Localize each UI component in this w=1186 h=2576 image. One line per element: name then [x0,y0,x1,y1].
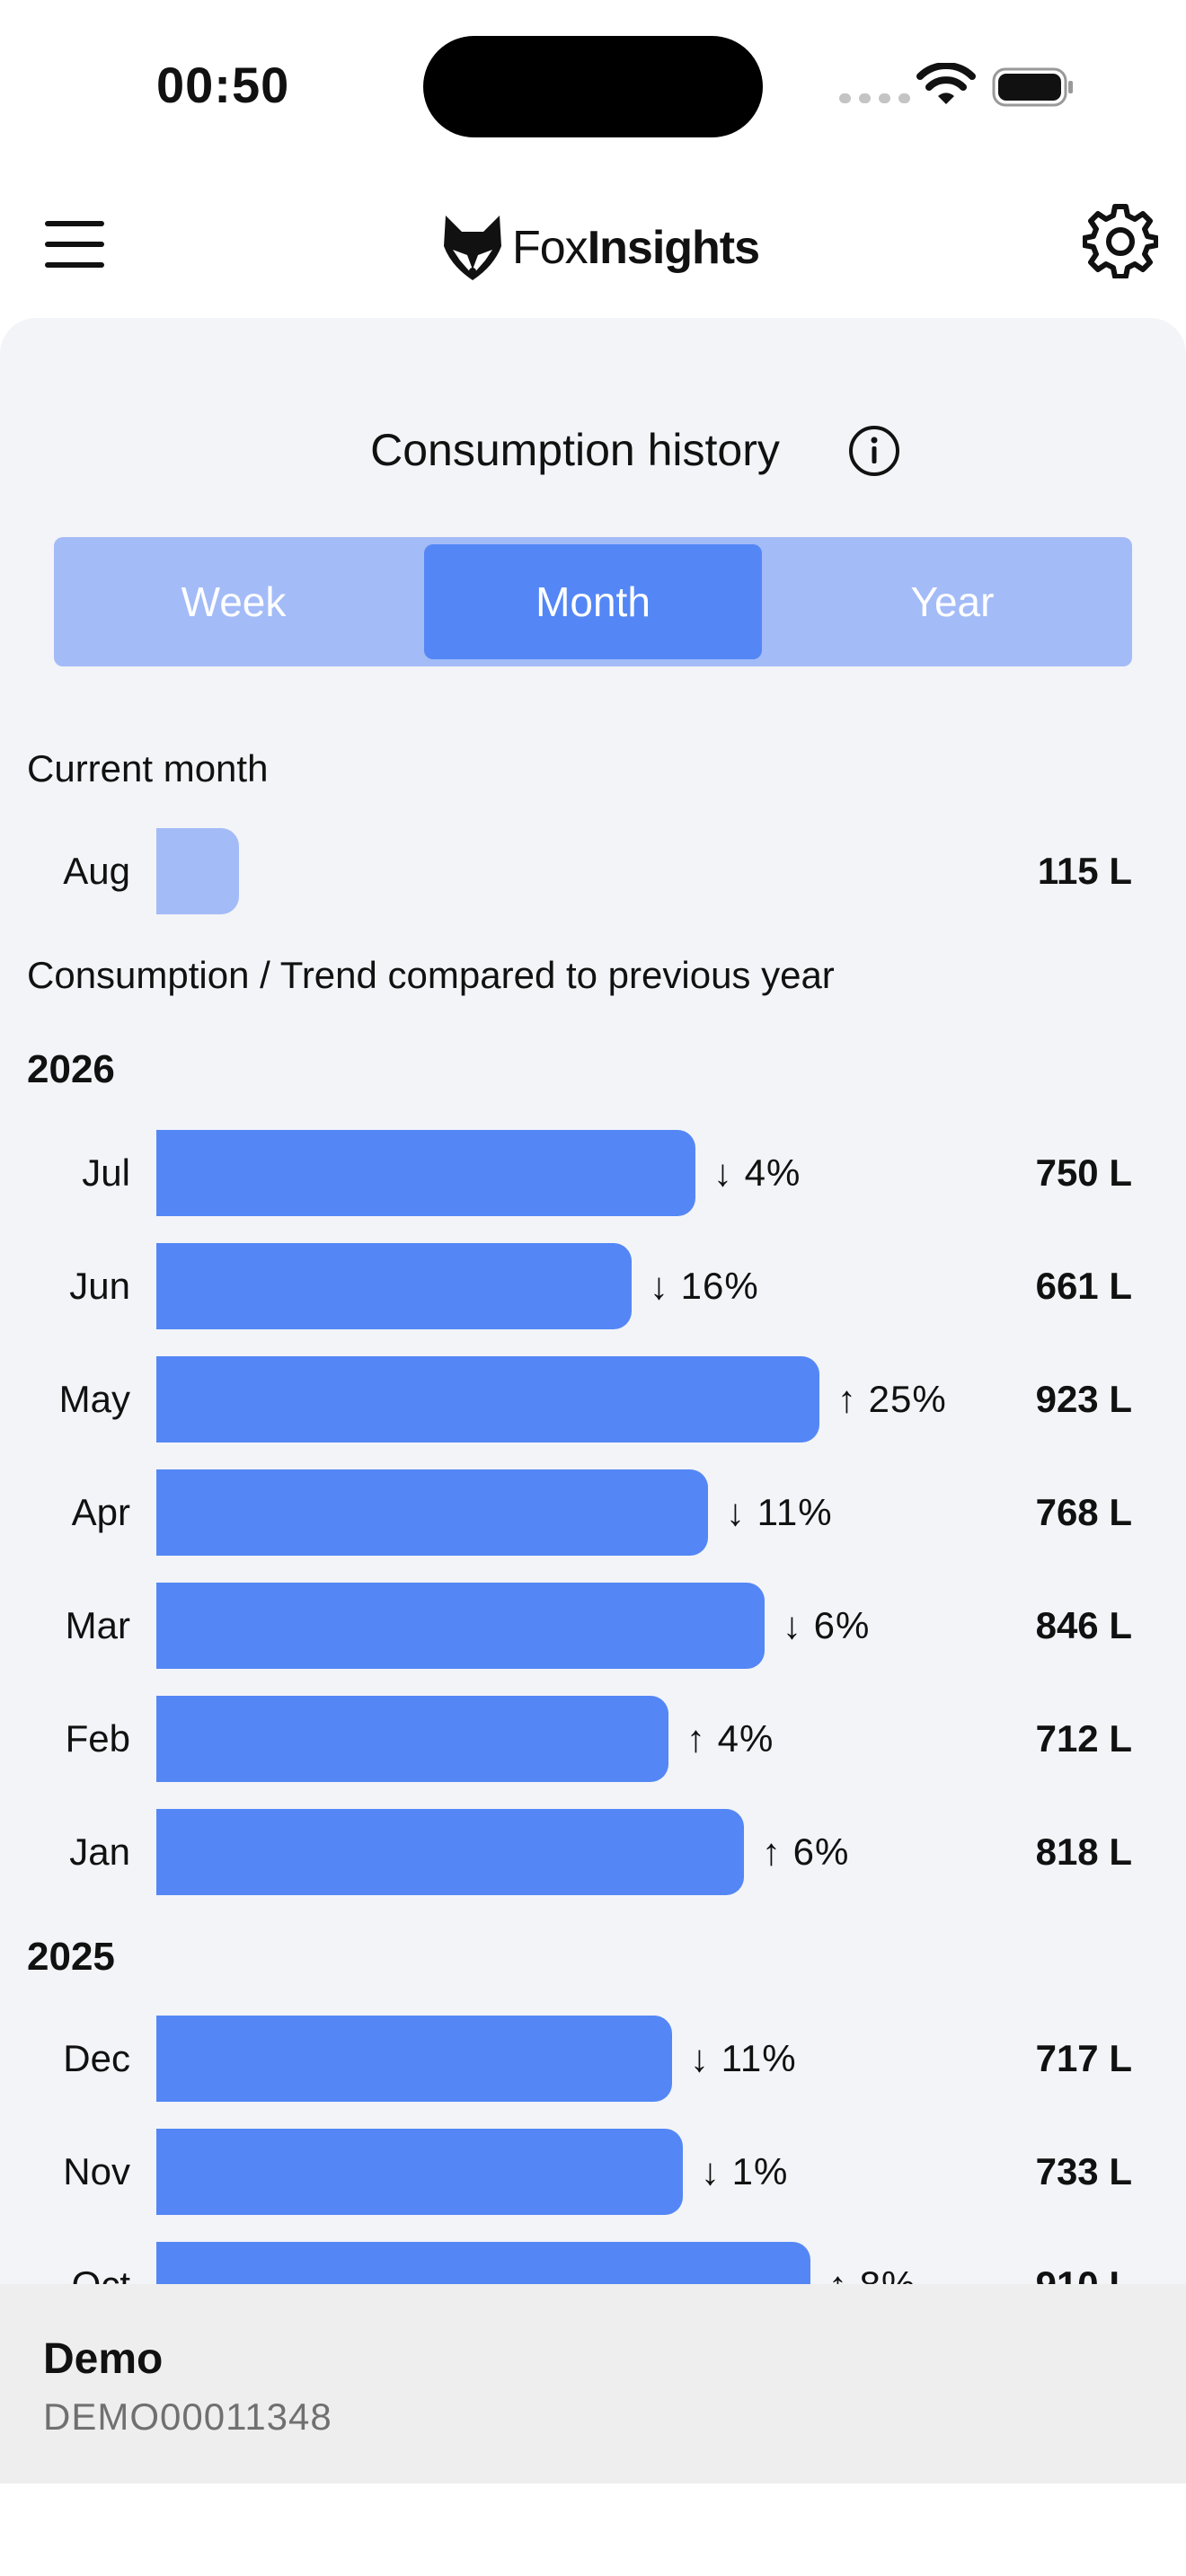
status-time: 00:50 [156,57,290,113]
consumption-value: 818 L [1035,1831,1132,1873]
settings-gear-icon[interactable] [1083,203,1158,278]
consumption-bar [156,2016,672,2102]
account-id: DEMO00011348 [43,2395,332,2438]
month-row[interactable]: Feb ↑ 4% 712 L [0,1696,1186,1782]
consumption-value: 661 L [1035,1265,1132,1307]
year-label-2025: 2025 [27,1935,115,1979]
current-month-bar [156,828,239,914]
consumption-history-title: Consumption history [370,425,780,475]
hamburger-menu-icon[interactable] [45,221,104,268]
month-label: Jan [69,1831,130,1873]
trend-percentage: ↓ 1% [701,2150,789,2192]
trend-percentage: ↓ 16% [650,1265,759,1307]
trend-percentage: ↓ 4% [713,1151,801,1194]
consumption-value: 115 L [1037,850,1132,892]
consumption-bar [156,1130,695,1216]
month-label: May [58,1378,130,1420]
section-title: Consumption history [0,424,1186,476]
consumption-value: 712 L [1035,1717,1132,1760]
logo-text-insights: Insights [587,222,760,274]
info-icon[interactable] [847,424,901,478]
consumption-bar [156,2129,683,2215]
trend-percentage: ↑ 25% [837,1378,947,1420]
month-label: Nov [63,2150,130,2192]
month-row[interactable]: Dec ↓ 11% 717 L [0,2016,1186,2102]
month-label: Feb [65,1717,130,1760]
month-row[interactable]: Nov ↓ 1% 733 L [0,2129,1186,2215]
trend-percentage: ↓ 11% [726,1491,833,1533]
consumption-value: 768 L [1035,1491,1132,1533]
consumption-value: 750 L [1035,1151,1132,1194]
consumption-value: 923 L [1035,1378,1132,1420]
month-row[interactable]: Apr ↓ 11% 768 L [0,1469,1186,1556]
logo-text-fox: Fox [512,222,589,274]
month-row[interactable]: Jul ↓ 4% 750 L [0,1130,1186,1216]
year-label-2026: 2026 [27,1047,115,1091]
month-row[interactable]: May ↑ 25% 923 L [0,1356,1186,1442]
month-label: Mar [65,1604,130,1646]
consumption-bar [156,1469,708,1556]
consumption-bar [156,1696,668,1782]
trend-section-label: Consumption / Trend compared to previous… [27,954,835,996]
trend-percentage: ↓ 11% [690,2037,797,2079]
period-segmented-control: Week Month Year [54,537,1132,666]
consumption-value: 717 L [1035,2037,1132,2079]
consumption-bar [156,1809,744,1895]
month-label: Jun [69,1265,130,1307]
month-label: Dec [63,2037,130,2079]
trend-percentage: ↓ 6% [783,1604,871,1646]
account-bar[interactable]: Demo DEMO00011348 [0,2284,1186,2483]
month-label: Apr [71,1491,130,1533]
current-month-label: Current month [27,747,269,790]
wifi-icon [916,63,976,104]
consumption-bar [156,1356,819,1442]
month-row[interactable]: Jun ↓ 16% 661 L [0,1243,1186,1329]
tab-year[interactable]: Year [910,578,995,625]
account-name: Demo [43,2335,164,2383]
battery-icon [992,67,1073,107]
foxinsights-logo: FoxInsights [440,207,760,289]
status-bar: 00:50 [0,0,1186,171]
trend-percentage: ↑ 6% [762,1831,850,1873]
consumption-bar [156,1243,632,1329]
fox-logo-icon [444,216,501,280]
consumption-panel: Consumption history Week Month Year Curr… [0,318,1186,2576]
tab-month[interactable]: Month [424,544,762,659]
app-header: FoxInsights [0,180,1186,314]
dynamic-island [423,36,763,137]
consumption-value: 846 L [1035,1604,1132,1646]
tab-week[interactable]: Week [181,578,287,625]
consumption-bar [156,1583,765,1669]
month-label: Aug [63,850,130,892]
month-row[interactable]: Jan ↑ 6% 818 L [0,1809,1186,1895]
trend-percentage: ↑ 4% [686,1717,774,1760]
month-label: Jul [82,1151,130,1194]
consumption-value: 733 L [1035,2150,1132,2192]
month-row[interactable]: Mar ↓ 6% 846 L [0,1583,1186,1669]
home-indicator-area [0,2483,1186,2576]
current-month-row: Aug 115 L [0,828,1186,914]
cellular-signal-icon [839,93,910,103]
